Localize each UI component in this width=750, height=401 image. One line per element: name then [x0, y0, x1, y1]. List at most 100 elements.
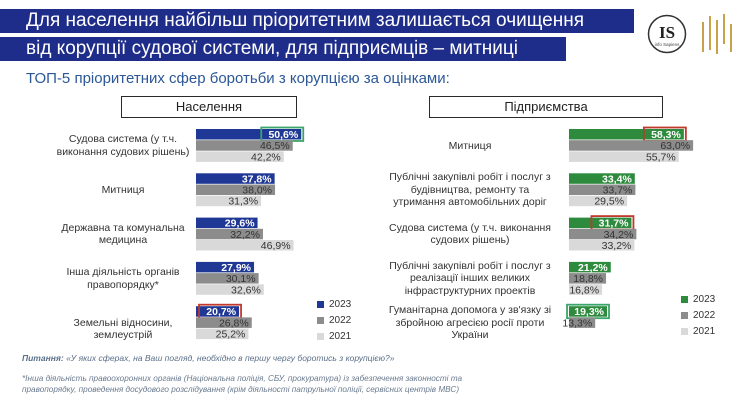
legend-label: 2022	[329, 314, 352, 326]
ent-bar-value-2023: 19,3%	[574, 306, 604, 318]
legend-item-2023: 2023	[681, 291, 715, 307]
legend-swatch	[317, 300, 324, 308]
footnote: *Інша діяльність правоохоронних органів …	[22, 374, 463, 394]
legend-label: 2022	[693, 309, 716, 321]
pop-category-label: Державна та комунальна медицина	[52, 222, 194, 247]
enterprise-panel-header: Підприємства	[429, 96, 663, 118]
pop-bar-value-2023: 37,8%	[242, 173, 272, 185]
pop-category-label-line: медицина	[98, 234, 148, 247]
ent-bar-value-2022: 34,2%	[604, 229, 634, 241]
pop-bar-2022	[196, 140, 293, 151]
pop-category-label: Земельні відносини, землеустрій	[52, 317, 194, 342]
ent-category-label-line: Митниця	[448, 139, 492, 152]
pop-bar-value-2022: 32,2%	[230, 229, 260, 241]
pop-bar-value-2021: 31,3%	[228, 196, 258, 208]
question-text: «У яких сферах, на Ваш погляд, необхідно…	[63, 353, 395, 363]
legend-label: 2023	[329, 298, 352, 310]
ent-category-label: Судова система (у т.ч. виконання судових …	[375, 222, 565, 247]
title-line-1: Для населення найбільш пріоритетним зали…	[0, 9, 634, 33]
ent-bar-value-2022: 63,0%	[660, 140, 690, 152]
ent-category-label-line: будівництва, ремонту та	[410, 183, 530, 196]
legend-swatch	[317, 332, 324, 340]
pop-bar-value-2022: 46,5%	[260, 140, 290, 152]
population-panel-header: Населення	[121, 96, 297, 118]
pop-bar-2022	[196, 273, 259, 284]
pop-bar-value-2021: 46,9%	[261, 240, 291, 252]
info-sapiens-logo: IS info Sapiens	[647, 14, 687, 54]
legend-item-2021: 2021	[681, 323, 715, 339]
logo-text: IS	[659, 23, 675, 42]
pop-bar-value-2021: 32,6%	[231, 284, 261, 296]
pop-category-label-line: Інша діяльність органів	[66, 266, 180, 279]
question-label: Питання:	[22, 353, 64, 363]
pop-bar-2023	[196, 306, 240, 317]
pop-bar-2023	[196, 129, 302, 140]
survey-question: Питання: «У яких сферах, на Ваш погляд, …	[22, 353, 395, 363]
ent-bar-2023	[569, 217, 632, 229]
ent-category-label: Митниця	[375, 140, 565, 153]
ent-bar-value-2022: 18,8%	[573, 273, 603, 285]
legend-swatch	[317, 316, 324, 324]
ent-category-label-line: Гуманітарна допомога у зв'язку зі	[388, 304, 552, 317]
pop-bar-value-2023: 29,6%	[225, 218, 255, 230]
ent-category-label-line: реалізації інших великих	[409, 272, 531, 285]
pop-bar-2023	[196, 173, 275, 184]
subtitle: ТОП-5 пріоритетних сфер боротьби з коруп…	[26, 70, 450, 87]
legend-item-2021: 2021	[317, 328, 351, 344]
ent-bar-2023	[569, 129, 684, 140]
ent-bar-value-2021: 55,7%	[646, 151, 676, 163]
ent-bar-2022	[569, 273, 607, 284]
pop-bar-value-2023: 27,9%	[221, 262, 251, 274]
legend-item-2023: 2023	[317, 296, 351, 312]
ent-bar-value-2023: 33,4%	[602, 173, 632, 185]
ent-bar-value-2022: 13,3%	[562, 317, 592, 329]
legend-swatch	[681, 311, 688, 319]
ent-bar-2021	[569, 195, 628, 207]
pop-bar-value-2021: 42,2%	[251, 151, 281, 163]
ent-bar-value-2022: 33,7%	[603, 185, 633, 197]
ent-category-label: Публічні закупівлі робіт і послуг з будів…	[375, 171, 565, 209]
pop-bar-2021	[196, 328, 249, 340]
pop-bar-2022	[196, 228, 263, 240]
legend-item-2022: 2022	[317, 312, 351, 328]
ent-bar-2022	[569, 184, 636, 195]
pop-category-label-line: виконання судових рішень)	[56, 145, 190, 158]
pop-category-label: Митниця	[52, 184, 194, 197]
ent-category-label-line: Публічні закупівлі робіт і послуг з	[389, 259, 551, 272]
pop-bar-2021	[196, 284, 264, 295]
pop-category-label-line: Судова система (у т.ч.	[68, 133, 178, 146]
ent-category-label: Публічні закупівлі робіт і послуг з реалі…	[375, 260, 565, 298]
pop-bar-value-2022: 38,0%	[242, 185, 272, 197]
pop-category-label-line: Державна та комунальна	[61, 221, 185, 234]
ent-bar-value-2023: 31,7%	[599, 218, 629, 230]
pop-category-label-line: Земельні відносини, землеустрій	[73, 316, 173, 342]
pop-bar-value-2022: 26,8%	[219, 317, 249, 329]
population-legend: 2023 2022 2021	[317, 296, 351, 344]
title-line-2: від корупції судової системи, для підпри…	[0, 37, 566, 61]
ent-bar-value-2023: 58,3%	[651, 129, 681, 141]
ent-bar-2021	[569, 151, 679, 162]
pop-category-label: Інша діяльність органів правопорядку*	[52, 266, 194, 291]
ent-category-label-line: Публічні закупівлі робіт і послуг з	[389, 171, 551, 184]
ent-bar-2022	[569, 140, 694, 151]
pop-bar-2021	[196, 195, 262, 207]
legend-label: 2023	[693, 293, 716, 305]
ent-bar-2022	[569, 228, 637, 240]
ent-bar-value-2021: 33,2%	[602, 240, 632, 252]
pop-bar-2023	[196, 261, 255, 273]
legend-label: 2021	[693, 325, 716, 337]
legend-item-2022: 2022	[681, 307, 715, 323]
pop-bar-value-2022: 30,1%	[226, 273, 256, 285]
legend-swatch	[681, 327, 688, 335]
ent-bar-2021	[569, 240, 635, 251]
pop-bar-value-2023: 50,6%	[268, 129, 298, 141]
pop-category-label: Судова система (у т.ч. виконання судових …	[52, 133, 194, 158]
pop-bar-2021	[196, 240, 294, 251]
ent-bar-2023	[569, 173, 635, 184]
ent-bar-2023	[569, 306, 608, 317]
pop-bar-value-2023: 20,7%	[206, 306, 236, 318]
ent-category-label: Гуманітарна допомога у зв'язку зі збройно…	[375, 304, 565, 342]
pop-bar-value-2021: 25,2%	[216, 329, 246, 341]
pop-bar-2021	[196, 151, 284, 162]
